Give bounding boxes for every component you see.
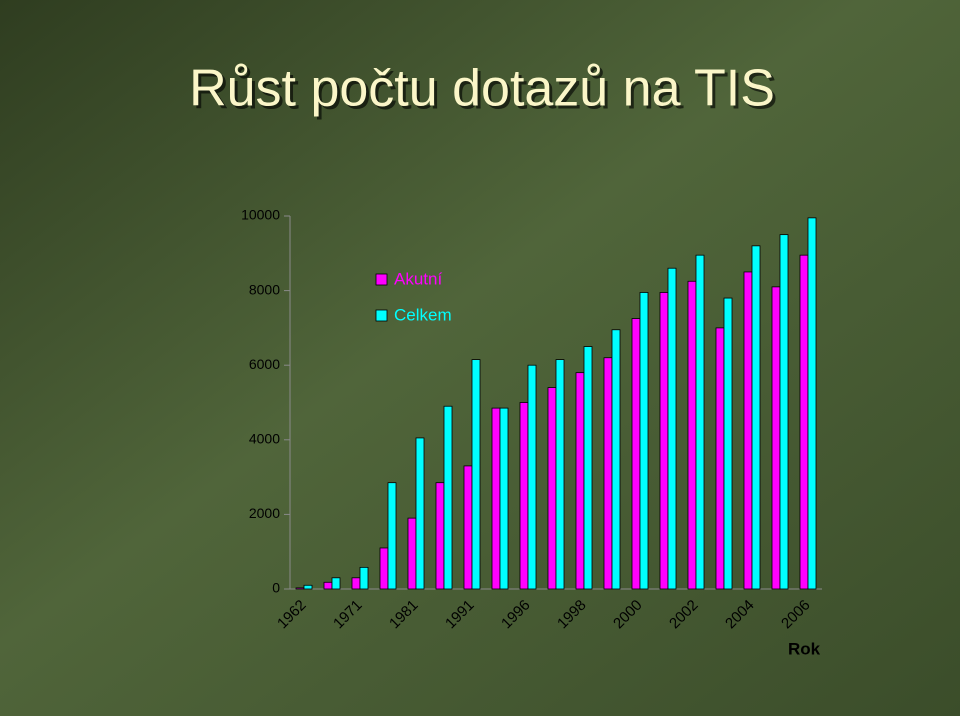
bar <box>603 357 613 590</box>
bar <box>443 405 453 590</box>
bar <box>435 482 445 590</box>
bar <box>611 329 621 590</box>
bar <box>667 267 677 590</box>
bar <box>303 584 313 590</box>
bar <box>379 547 389 590</box>
y-tick-label: 0 <box>272 580 280 596</box>
bar <box>751 245 761 590</box>
bar <box>723 297 733 590</box>
y-tick-label: 4000 <box>249 431 280 447</box>
bar <box>771 286 781 590</box>
bar <box>779 234 789 590</box>
bar <box>547 387 557 590</box>
bar <box>743 271 753 590</box>
legend-label: Akutní <box>394 269 442 288</box>
bar <box>463 465 473 590</box>
bar <box>555 359 565 590</box>
bar <box>631 318 641 590</box>
chart-title-shadow: Růst počtu dotazů na TIS <box>192 63 778 121</box>
bar <box>359 566 369 590</box>
legend-swatch <box>375 309 388 322</box>
bar <box>351 577 361 590</box>
bar <box>407 517 417 590</box>
bar <box>519 402 529 590</box>
chart-title: Růst počtu dotazů na TIS <box>189 60 775 118</box>
bar <box>659 292 669 590</box>
bar <box>471 359 481 590</box>
bar <box>331 577 341 590</box>
y-tick-label: 8000 <box>249 281 280 297</box>
bar <box>687 280 697 590</box>
bar <box>799 254 809 590</box>
x-axis-title: Rok <box>788 639 821 658</box>
bar <box>715 327 725 590</box>
y-tick-label: 10000 <box>241 207 280 223</box>
bar <box>415 437 425 590</box>
bar <box>295 587 305 590</box>
bar <box>695 254 705 590</box>
bar <box>387 482 397 590</box>
legend-label: Celkem <box>394 305 452 324</box>
bar <box>583 346 593 590</box>
bar <box>527 364 537 590</box>
y-tick-label: 2000 <box>249 505 280 521</box>
bar <box>491 407 501 590</box>
y-tick-label: 6000 <box>249 356 280 372</box>
bar <box>499 407 509 590</box>
bar <box>323 581 333 590</box>
bar <box>807 217 817 590</box>
bar <box>575 372 585 590</box>
legend-swatch <box>375 273 388 286</box>
bar <box>639 292 649 590</box>
